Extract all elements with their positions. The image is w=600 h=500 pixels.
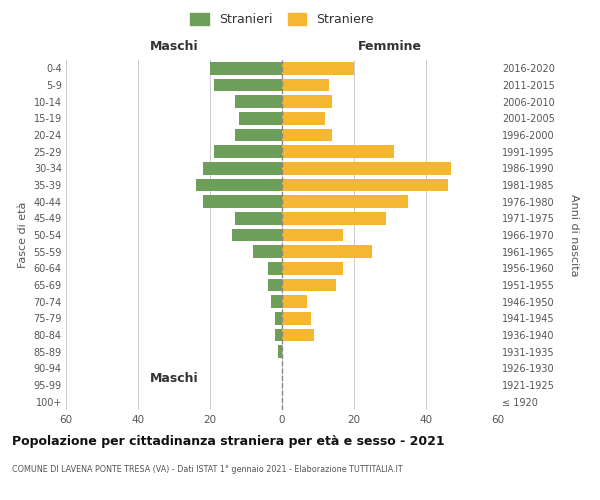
Bar: [214, 146, 282, 158]
Bar: [282, 279, 336, 291]
Bar: [282, 246, 372, 258]
Bar: [235, 96, 282, 108]
Legend: Stranieri, Straniere: Stranieri, Straniere: [187, 8, 377, 30]
Bar: [210, 62, 282, 74]
Bar: [268, 262, 282, 274]
Bar: [282, 329, 314, 341]
Bar: [282, 79, 329, 92]
Bar: [275, 312, 282, 324]
Bar: [196, 179, 282, 192]
Bar: [282, 129, 332, 141]
Bar: [235, 129, 282, 141]
Text: Maschi: Maschi: [149, 372, 199, 384]
Bar: [282, 212, 386, 224]
Y-axis label: Anni di nascita: Anni di nascita: [569, 194, 579, 276]
Text: COMUNE DI LAVENA PONTE TRESA (VA) - Dati ISTAT 1° gennaio 2021 - Elaborazione TU: COMUNE DI LAVENA PONTE TRESA (VA) - Dati…: [12, 465, 403, 474]
Bar: [282, 179, 448, 192]
Bar: [275, 329, 282, 341]
Bar: [239, 112, 282, 124]
Text: Popolazione per cittadinanza straniera per età e sesso - 2021: Popolazione per cittadinanza straniera p…: [12, 435, 445, 448]
Bar: [282, 62, 354, 74]
Text: Femmine: Femmine: [358, 40, 422, 53]
Bar: [214, 79, 282, 92]
Text: Maschi: Maschi: [149, 40, 199, 53]
Bar: [282, 112, 325, 124]
Bar: [282, 146, 394, 158]
Bar: [282, 312, 311, 324]
Bar: [203, 162, 282, 174]
Bar: [282, 96, 332, 108]
Bar: [268, 279, 282, 291]
Bar: [253, 246, 282, 258]
Bar: [271, 296, 282, 308]
Bar: [278, 346, 282, 358]
Bar: [282, 162, 451, 174]
Bar: [282, 262, 343, 274]
Y-axis label: Fasce di età: Fasce di età: [18, 202, 28, 268]
Bar: [235, 212, 282, 224]
Bar: [232, 229, 282, 241]
Bar: [282, 296, 307, 308]
Bar: [282, 196, 408, 208]
Bar: [203, 196, 282, 208]
Bar: [282, 229, 343, 241]
